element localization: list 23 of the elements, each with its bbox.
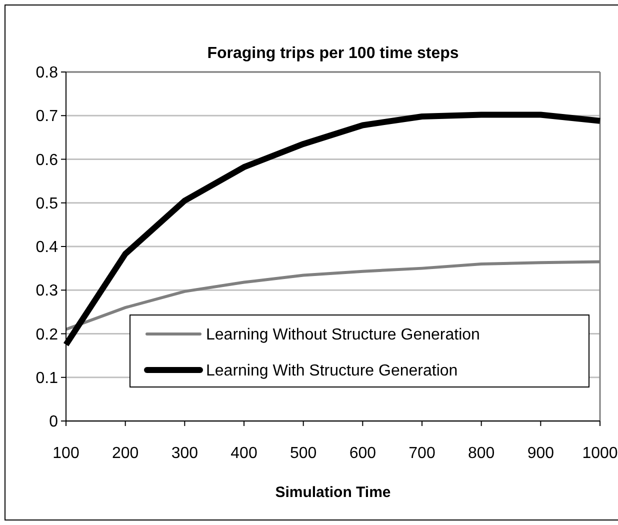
x-tick-label: 900 bbox=[527, 445, 554, 462]
x-tick-label: 100 bbox=[52, 445, 80, 462]
x-tick-label: 300 bbox=[171, 445, 198, 462]
legend-label: Learning Without Structure Generation bbox=[206, 326, 480, 344]
x-tick-label: 600 bbox=[349, 445, 376, 462]
y-tick-label: 0.3 bbox=[36, 282, 58, 300]
x-tick-label: 1000 bbox=[582, 445, 618, 462]
y-tick-label: 0.7 bbox=[36, 108, 58, 126]
y-tick-label: 0.8 bbox=[36, 64, 58, 82]
x-tick-label: 800 bbox=[468, 445, 495, 462]
legend-label: Learning With Structure Generation bbox=[206, 362, 458, 380]
x-tick-label: 500 bbox=[290, 445, 317, 462]
y-tick-label: 0.1 bbox=[36, 370, 58, 387]
x-tick-label: 700 bbox=[408, 445, 436, 462]
x-tick-label: 200 bbox=[112, 445, 139, 462]
y-tick-label: 0.2 bbox=[36, 326, 58, 344]
y-tick-label: 0 bbox=[49, 414, 58, 431]
x-tick-label: 400 bbox=[230, 445, 258, 462]
y-tick-label: 0.6 bbox=[36, 152, 58, 169]
y-tick-label: 0.5 bbox=[36, 195, 58, 212]
chart-title: Foraging trips per 100 time steps bbox=[207, 45, 459, 62]
y-tick-label: 0.4 bbox=[36, 239, 58, 256]
x-axis-title: Simulation Time bbox=[275, 484, 391, 501]
